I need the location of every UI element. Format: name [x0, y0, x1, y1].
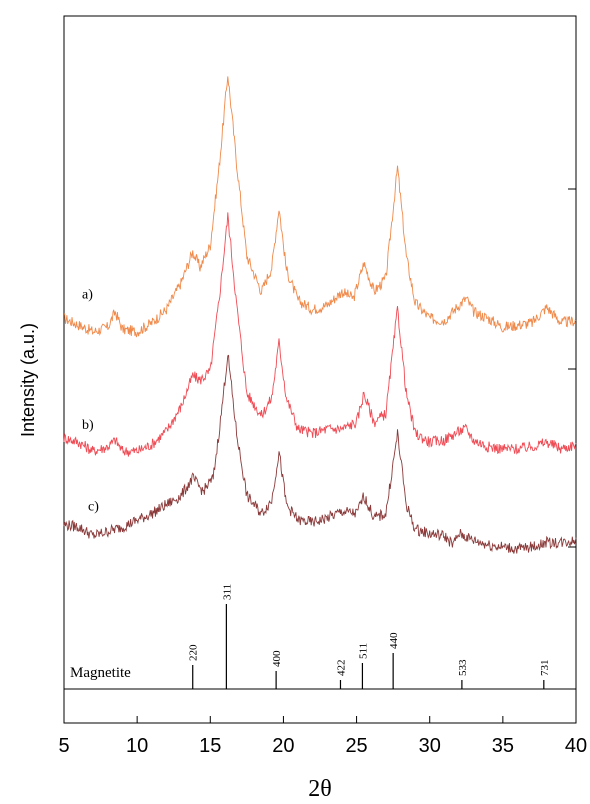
- x-axis-title: 2θ: [308, 776, 332, 802]
- x-tick-label: 25: [345, 735, 367, 757]
- reference-peak-label: 220: [188, 644, 200, 661]
- reference-peak-label: 440: [388, 632, 400, 649]
- series-layer: a) b) c): [63, 76, 577, 554]
- series-line: [63, 212, 577, 457]
- reference-peak-label: 731: [539, 660, 551, 677]
- series-label: a): [82, 287, 93, 302]
- x-axis-ticks: 5 10 15 20 25 30 35 40: [58, 716, 587, 757]
- x-tick-label: 20: [272, 735, 294, 757]
- x-tick-label: 40: [565, 735, 587, 757]
- reference-peak-label: 422: [335, 660, 347, 677]
- reference-pattern: 220 311 400 422 511 440 533 731: [188, 584, 551, 689]
- x-tick-label: 10: [126, 735, 148, 757]
- right-axis-ticks: [568, 188, 576, 548]
- reference-peak-label: 511: [357, 643, 369, 659]
- series-line: [63, 354, 577, 554]
- reference-peak-label: 400: [271, 650, 283, 667]
- plot-frame: [63, 15, 577, 724]
- reference-name: Magnetite: [70, 665, 131, 681]
- y-axis-title: Intensity (a.u.): [18, 323, 38, 437]
- reference-peak-label: 533: [457, 659, 469, 676]
- x-tick-label: 15: [199, 735, 221, 757]
- series-line: [64, 76, 577, 338]
- reference-peak-label: 311: [221, 584, 233, 600]
- x-tick-label: 35: [492, 735, 514, 757]
- x-tick-label: 30: [419, 735, 441, 757]
- series-label: c): [88, 500, 99, 515]
- series-label: b): [82, 418, 94, 433]
- x-tick-label: 5: [58, 735, 69, 757]
